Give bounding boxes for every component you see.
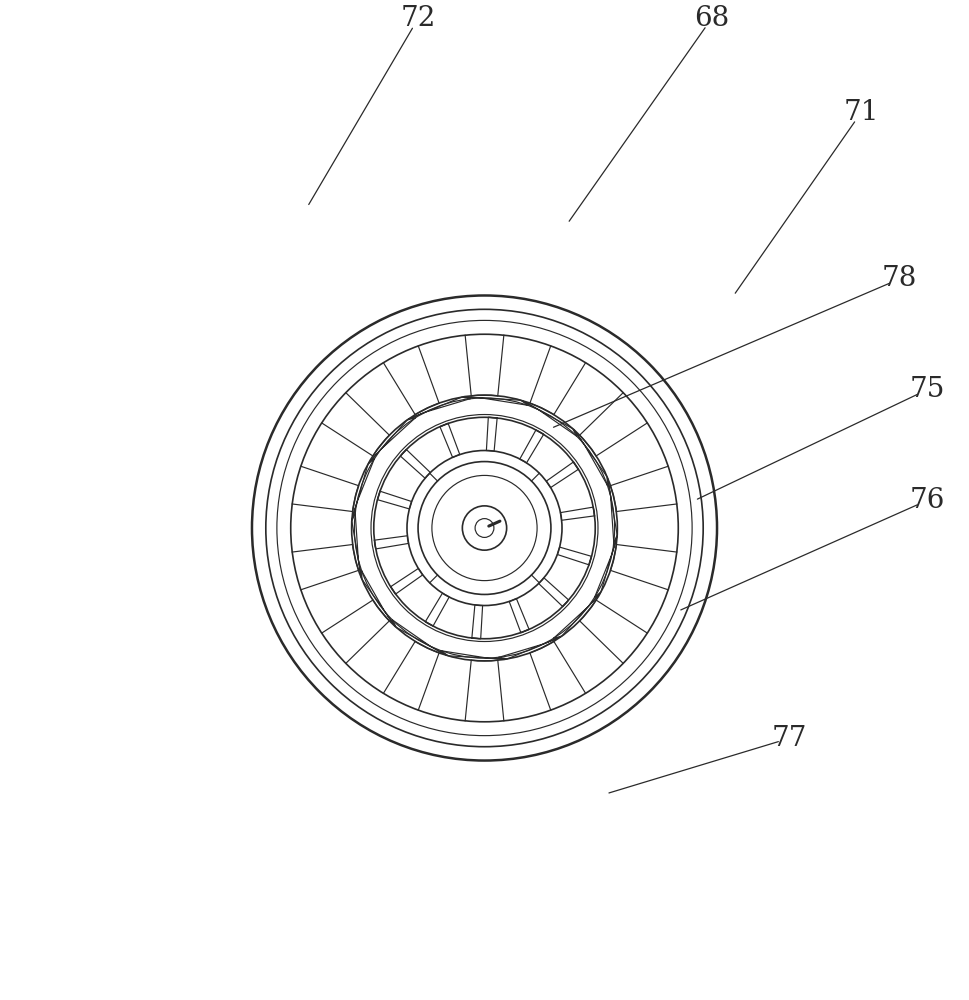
Text: 68: 68 <box>694 5 729 32</box>
Text: 78: 78 <box>882 265 918 292</box>
Text: 76: 76 <box>910 487 945 514</box>
Text: 77: 77 <box>771 725 807 752</box>
Text: 71: 71 <box>843 99 879 126</box>
Text: 72: 72 <box>400 5 436 32</box>
Text: 75: 75 <box>910 376 945 403</box>
